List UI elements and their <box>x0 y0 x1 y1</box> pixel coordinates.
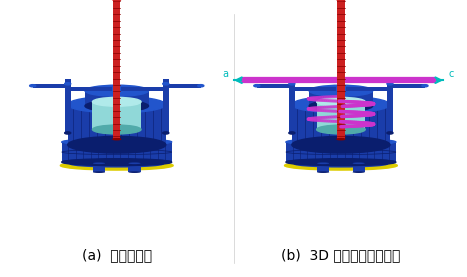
Polygon shape <box>121 87 166 91</box>
Ellipse shape <box>317 125 365 134</box>
Ellipse shape <box>92 97 141 106</box>
Ellipse shape <box>198 85 204 87</box>
Polygon shape <box>292 104 390 145</box>
Polygon shape <box>309 91 373 106</box>
Ellipse shape <box>30 85 36 87</box>
Polygon shape <box>163 84 169 133</box>
Ellipse shape <box>68 136 166 153</box>
Ellipse shape <box>353 171 365 173</box>
Polygon shape <box>166 84 201 88</box>
Ellipse shape <box>294 161 388 167</box>
Polygon shape <box>68 87 112 91</box>
Ellipse shape <box>292 96 390 113</box>
Ellipse shape <box>64 132 71 134</box>
Polygon shape <box>289 79 295 88</box>
Ellipse shape <box>60 161 173 170</box>
Polygon shape <box>64 84 71 133</box>
Polygon shape <box>317 163 329 172</box>
Polygon shape <box>257 84 292 88</box>
Ellipse shape <box>113 0 120 1</box>
Ellipse shape <box>309 100 373 111</box>
Ellipse shape <box>289 132 295 134</box>
Ellipse shape <box>85 85 149 96</box>
Polygon shape <box>85 91 149 106</box>
Ellipse shape <box>353 162 365 164</box>
Polygon shape <box>62 142 172 162</box>
Polygon shape <box>92 102 141 130</box>
Polygon shape <box>286 142 396 162</box>
Polygon shape <box>163 79 169 88</box>
Ellipse shape <box>93 171 105 173</box>
Ellipse shape <box>70 161 163 167</box>
Text: a: a <box>223 69 229 79</box>
Ellipse shape <box>64 83 71 85</box>
Ellipse shape <box>337 138 345 140</box>
Ellipse shape <box>284 161 397 170</box>
Ellipse shape <box>337 0 345 1</box>
Ellipse shape <box>254 85 260 87</box>
Ellipse shape <box>292 136 390 153</box>
Ellipse shape <box>85 100 149 111</box>
Text: (a)  传统的模具: (a) 传统的模具 <box>82 248 152 262</box>
Text: c: c <box>448 69 454 79</box>
Polygon shape <box>353 163 365 172</box>
Polygon shape <box>68 104 166 145</box>
Polygon shape <box>113 0 120 139</box>
Ellipse shape <box>387 83 393 85</box>
Ellipse shape <box>387 132 393 134</box>
Ellipse shape <box>317 162 329 164</box>
Polygon shape <box>64 79 71 88</box>
Ellipse shape <box>68 96 166 113</box>
Ellipse shape <box>93 162 105 164</box>
Ellipse shape <box>163 83 169 85</box>
Polygon shape <box>317 102 365 130</box>
Ellipse shape <box>422 85 428 87</box>
Ellipse shape <box>128 162 141 164</box>
Ellipse shape <box>289 83 295 85</box>
Polygon shape <box>390 84 425 88</box>
Ellipse shape <box>286 138 396 145</box>
Polygon shape <box>289 84 295 133</box>
Ellipse shape <box>92 125 141 134</box>
Polygon shape <box>387 84 393 133</box>
Text: (b)  3D 打印随形水路模具: (b) 3D 打印随形水路模具 <box>281 248 401 262</box>
Ellipse shape <box>317 171 329 173</box>
Ellipse shape <box>113 138 120 140</box>
Polygon shape <box>33 84 68 88</box>
Ellipse shape <box>128 171 141 173</box>
Polygon shape <box>346 87 390 91</box>
Ellipse shape <box>317 97 365 106</box>
Polygon shape <box>292 87 336 91</box>
Ellipse shape <box>309 85 373 96</box>
Ellipse shape <box>62 138 172 145</box>
Polygon shape <box>387 79 393 88</box>
Ellipse shape <box>163 132 169 134</box>
Polygon shape <box>337 0 345 139</box>
Polygon shape <box>128 163 141 172</box>
Ellipse shape <box>62 159 172 166</box>
Polygon shape <box>93 163 105 172</box>
Ellipse shape <box>286 159 396 166</box>
